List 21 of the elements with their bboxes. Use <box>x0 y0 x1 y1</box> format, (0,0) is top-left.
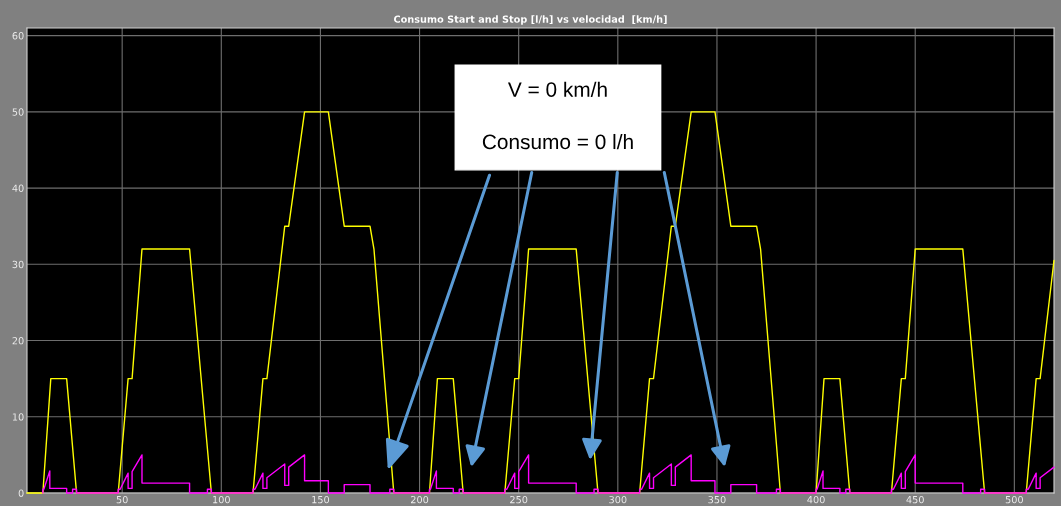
y-tick-label: 10 <box>12 413 24 421</box>
x-tick-label: 500 <box>1005 495 1023 504</box>
x-tick-label: 450 <box>906 495 924 504</box>
annotation: V = 0 km/h <box>507 81 607 97</box>
x-tick-label: 150 <box>312 495 330 504</box>
y-tick-label: 40 <box>12 184 24 192</box>
x-tick-label: 250 <box>510 495 528 504</box>
chart-title: Consumo Start and Stop [l/h] vs velocidad [km/h] <box>393 15 667 25</box>
x-tick-label: 50 <box>116 495 128 504</box>
annotation: Consumo = 0 l/h <box>482 133 633 150</box>
x-tick-label: 100 <box>213 495 230 504</box>
x-tick-label: 350 <box>708 495 726 504</box>
y-tick-label: 60 <box>12 32 24 40</box>
y-tick-label: 0 <box>18 489 24 497</box>
y-tick-label: 30 <box>12 260 24 269</box>
x-tick-label: 300 <box>609 495 627 504</box>
x-tick-label: 400 <box>807 495 825 504</box>
x-tick-label: 200 <box>410 495 429 504</box>
y-tick-label: 20 <box>12 337 24 345</box>
y-tick-label: 50 <box>12 108 24 116</box>
line-series <box>42 454 1055 494</box>
